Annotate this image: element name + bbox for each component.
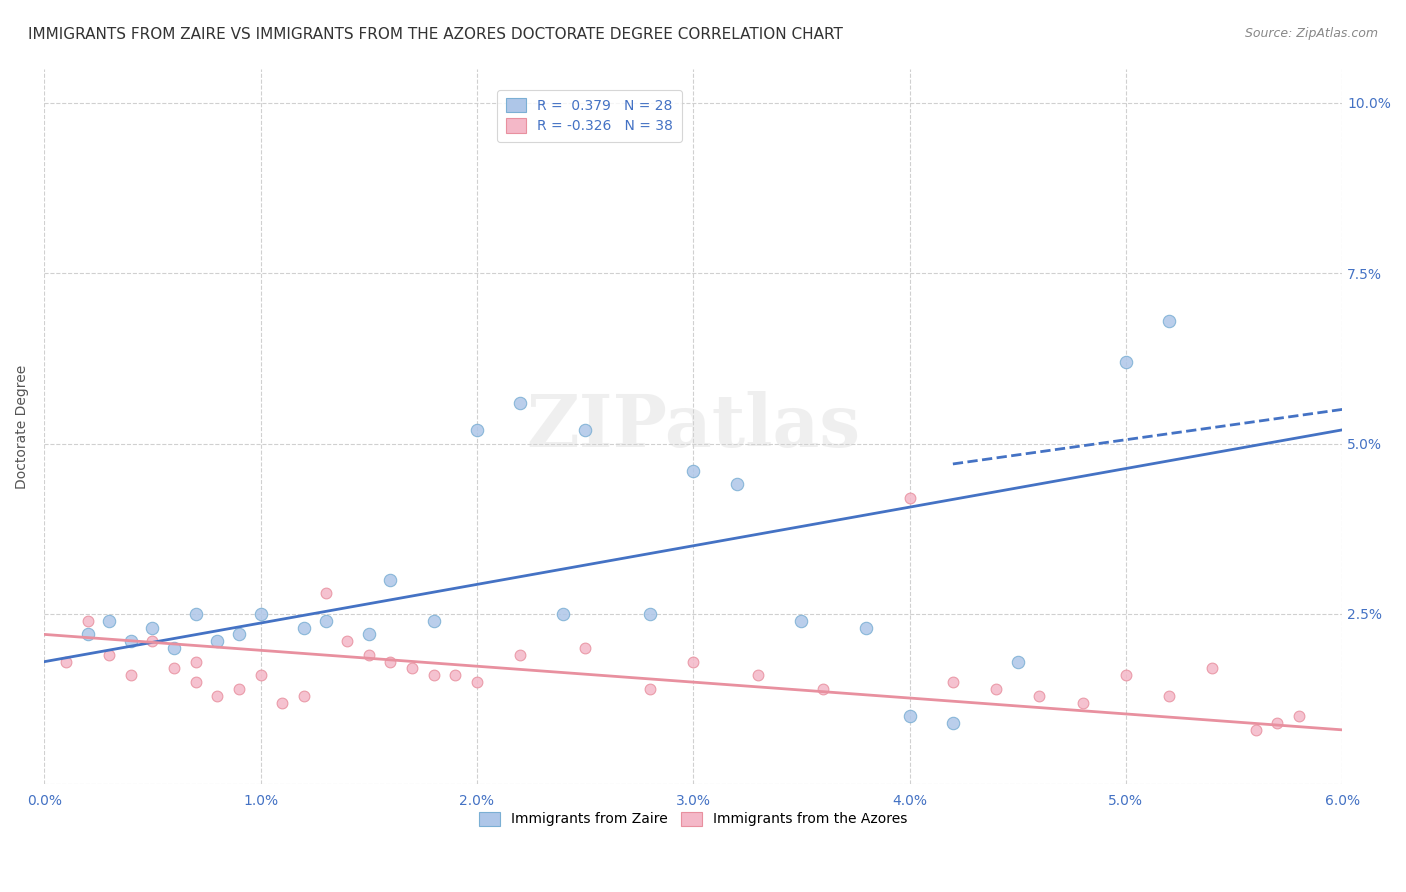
Point xyxy=(1071,696,1094,710)
Point xyxy=(1244,723,1267,737)
Point xyxy=(163,661,186,675)
Point xyxy=(1028,689,1050,703)
Point xyxy=(553,607,575,621)
Point xyxy=(55,655,77,669)
Point xyxy=(292,689,315,703)
Point xyxy=(98,648,121,662)
Point xyxy=(422,668,444,682)
Point xyxy=(1115,668,1137,682)
Point xyxy=(790,614,813,628)
Text: Source: ZipAtlas.com: Source: ZipAtlas.com xyxy=(1244,27,1378,40)
Point xyxy=(380,573,402,587)
Point xyxy=(638,681,661,696)
Point xyxy=(163,641,186,656)
Point xyxy=(682,464,704,478)
Point xyxy=(271,696,294,710)
Point xyxy=(380,655,402,669)
Point xyxy=(855,621,877,635)
Point xyxy=(942,675,965,690)
Point xyxy=(1159,314,1181,328)
Point xyxy=(682,655,704,669)
Point xyxy=(315,614,337,628)
Y-axis label: Doctorate Degree: Doctorate Degree xyxy=(15,364,30,489)
Point xyxy=(1115,354,1137,368)
Legend: Immigrants from Zaire, Immigrants from the Azores: Immigrants from Zaire, Immigrants from t… xyxy=(471,804,917,835)
Point xyxy=(249,607,271,621)
Point xyxy=(898,709,921,723)
Point xyxy=(747,668,769,682)
Point xyxy=(141,621,163,635)
Point xyxy=(184,607,207,621)
Point xyxy=(1159,689,1181,703)
Point xyxy=(1288,709,1310,723)
Point xyxy=(1007,655,1029,669)
Point xyxy=(357,627,380,641)
Point xyxy=(120,668,142,682)
Point xyxy=(574,423,596,437)
Text: IMMIGRANTS FROM ZAIRE VS IMMIGRANTS FROM THE AZORES DOCTORATE DEGREE CORRELATION: IMMIGRANTS FROM ZAIRE VS IMMIGRANTS FROM… xyxy=(28,27,844,42)
Point xyxy=(120,634,142,648)
Point xyxy=(401,661,423,675)
Point xyxy=(465,675,488,690)
Point xyxy=(184,675,207,690)
Point xyxy=(811,681,834,696)
Point xyxy=(465,423,488,437)
Point xyxy=(942,716,965,731)
Point xyxy=(141,634,163,648)
Point xyxy=(98,614,121,628)
Point xyxy=(1267,716,1289,731)
Point xyxy=(228,681,250,696)
Point xyxy=(898,491,921,505)
Point xyxy=(574,641,596,656)
Point xyxy=(725,477,748,491)
Point xyxy=(207,634,229,648)
Point xyxy=(207,689,229,703)
Point xyxy=(357,648,380,662)
Point xyxy=(422,614,444,628)
Point xyxy=(228,627,250,641)
Point xyxy=(292,621,315,635)
Point xyxy=(509,395,531,409)
Point xyxy=(509,648,531,662)
Point xyxy=(315,586,337,600)
Point xyxy=(249,668,271,682)
Point xyxy=(76,627,98,641)
Point xyxy=(76,614,98,628)
Point xyxy=(984,681,1007,696)
Text: ZIPatlas: ZIPatlas xyxy=(526,391,860,462)
Point xyxy=(336,634,359,648)
Point xyxy=(184,655,207,669)
Point xyxy=(1201,661,1223,675)
Point xyxy=(638,607,661,621)
Point xyxy=(444,668,467,682)
